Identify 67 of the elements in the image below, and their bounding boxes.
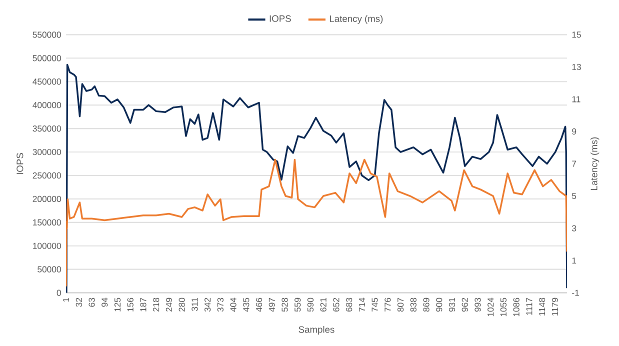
x-tick-label: 1055 [500, 298, 507, 316]
x-tick-label: 249 [166, 298, 172, 312]
x-tick-label: 311 [192, 298, 198, 311]
x-tick-label: 683 [346, 298, 352, 312]
y2-axis-title: Latency (ms) [590, 137, 600, 190]
x-tick-label: 1117 [526, 298, 532, 315]
x-tick-label: 156 [127, 298, 134, 312]
y-tick-label: 100000 [33, 242, 61, 249]
x-tick-label: 435 [243, 298, 250, 312]
y-tick-label: 350000 [32, 125, 61, 132]
x-tick-label: 745 [372, 298, 378, 312]
y2-tick-label: 15 [572, 32, 581, 38]
x-tick-label: 63 [88, 298, 95, 307]
y2-tick-label: 11 [572, 96, 580, 102]
y-axis-title: IOPS [16, 152, 24, 174]
x-tick-label: 342 [204, 298, 211, 312]
y-tick-label: 550000 [32, 32, 61, 38]
x-tick-label: 993 [474, 298, 481, 312]
y2-tick-label: -1 [572, 290, 579, 296]
x-tick-label: 528 [282, 298, 288, 312]
y2-tick-label: 7 [572, 160, 576, 167]
x-tick-label: 931 [448, 298, 456, 312]
x-tick-label: 466 [256, 298, 262, 312]
x-tick-label: 218 [153, 298, 160, 312]
x-tick-label: 838 [410, 298, 416, 312]
y-tick-label: 450000 [32, 78, 61, 85]
x-tick-label: 1148 [539, 298, 546, 316]
y2-tick-label: 9 [572, 128, 576, 134]
x-axis-title: Samples [298, 326, 334, 335]
x-tick-label: 869 [423, 298, 430, 312]
x-tick-label: 776 [384, 298, 391, 312]
x-tick-label: 621 [320, 298, 326, 312]
x-tick-label: 590 [307, 298, 314, 312]
y-tick-label: 500000 [32, 55, 61, 62]
x-tick-label: 404 [230, 298, 236, 312]
x-tick-label: 807 [397, 298, 404, 312]
y-tick-label: 0 [56, 290, 61, 296]
y-tick-label: 250000 [32, 172, 61, 178]
y-tick-label: 300000 [32, 148, 61, 156]
x-tick-label: 373 [217, 298, 224, 312]
x-tick-label: 1 [63, 298, 70, 302]
x-tick-label: 1086 [513, 298, 520, 316]
x-tick-label: 497 [268, 298, 275, 312]
legend-label: Latency (ms) [330, 15, 383, 24]
x-tick-label: 900 [436, 298, 442, 312]
legend-label: IOPS [270, 15, 291, 22]
y-tick-label: 50000 [38, 266, 61, 272]
y-tick-label: 400000 [32, 102, 61, 108]
x-tick-label: 187 [140, 298, 146, 312]
y2-tick-label: 3 [572, 225, 576, 232]
x-tick-label: 714 [358, 298, 365, 312]
x-tick-label: 125 [114, 298, 121, 312]
x-tick-label: 1179 [552, 298, 558, 316]
x-tick-label: 280 [178, 298, 185, 312]
line-series [66, 158, 567, 288]
y2-tick-label: 13 [572, 64, 581, 70]
x-tick-label: 652 [333, 298, 340, 312]
y-tick-label: 150000 [33, 219, 61, 226]
line-series [66, 64, 567, 293]
y-tick-label: 200000 [32, 196, 61, 202]
x-tick-label: 1024 [488, 298, 494, 316]
y2-tick-label: 5 [572, 192, 576, 199]
x-tick-label: 559 [294, 298, 301, 312]
x-tick-label: 32 [76, 298, 82, 307]
x-tick-label: 962 [462, 298, 468, 312]
x-tick-label: 94 [102, 298, 108, 307]
y2-tick-label: 1 [572, 257, 576, 264]
